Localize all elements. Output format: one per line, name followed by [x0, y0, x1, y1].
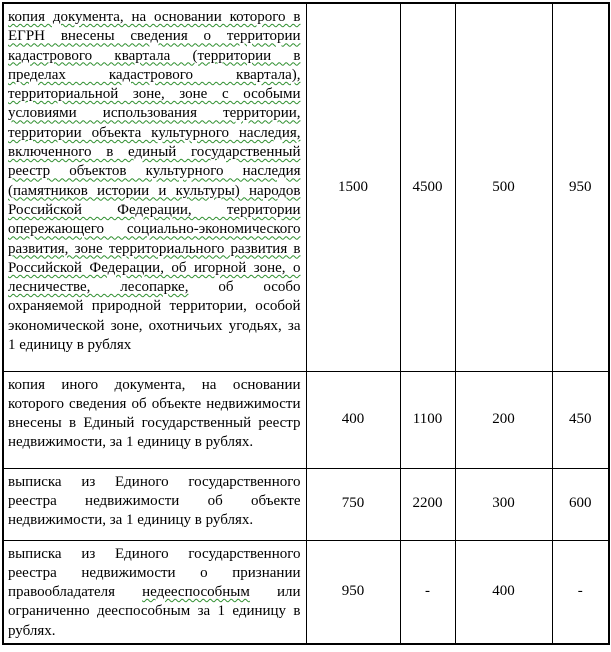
description-text: выписка из Единого государственного реес… — [8, 473, 301, 529]
fee-value-cell: 2200 — [399, 467, 456, 541]
fee-value-cell: 200 — [454, 370, 553, 469]
fee-value-cell: - — [551, 539, 610, 645]
description-text: копия иного документа, на основании кото… — [8, 376, 301, 451]
table-row: копия документа, на основании которого в… — [2, 2, 610, 372]
fee-value-cell: 450 — [551, 370, 610, 469]
fee-value-cell: 4500 — [399, 2, 456, 372]
service-description-cell: копия документа, на основании которого в… — [2, 2, 307, 372]
service-description-cell: выписка из Единого государственного реес… — [2, 467, 307, 541]
spellcheck-underlined-text: копия документа, на основании которого в… — [8, 9, 301, 296]
fee-value-cell: 1500 — [305, 2, 401, 372]
spellcheck-underlined-text: недееспособным — [142, 584, 250, 601]
service-description-cell: копия иного документа, на основании кото… — [2, 370, 307, 469]
description-text: об особо охраняемой природной территории… — [8, 279, 301, 354]
fee-value-cell: 950 — [305, 539, 401, 645]
table-row: выписка из Единого государственного реес… — [2, 539, 610, 645]
fee-value-cell: 600 — [551, 467, 610, 541]
table-row: выписка из Единого государственного реес… — [2, 467, 610, 541]
fee-value-cell: 400 — [305, 370, 401, 469]
fee-value-cell: 750 — [305, 467, 401, 541]
service-description-cell: выписка из Единого государственного реес… — [2, 539, 307, 645]
fee-value-cell: - — [399, 539, 456, 645]
fee-value-cell: 1100 — [399, 370, 456, 469]
fee-value-cell: 300 — [454, 467, 553, 541]
fee-value-cell: 500 — [454, 2, 553, 372]
fee-value-cell: 400 — [454, 539, 553, 645]
fee-value-cell: 950 — [551, 2, 610, 372]
description-text: или ограниченно дееспособным за 1 единиц… — [8, 584, 301, 639]
description-text: выписка из Единого государственного реес… — [8, 545, 301, 601]
table-row: копия иного документа, на основании кото… — [2, 370, 610, 469]
